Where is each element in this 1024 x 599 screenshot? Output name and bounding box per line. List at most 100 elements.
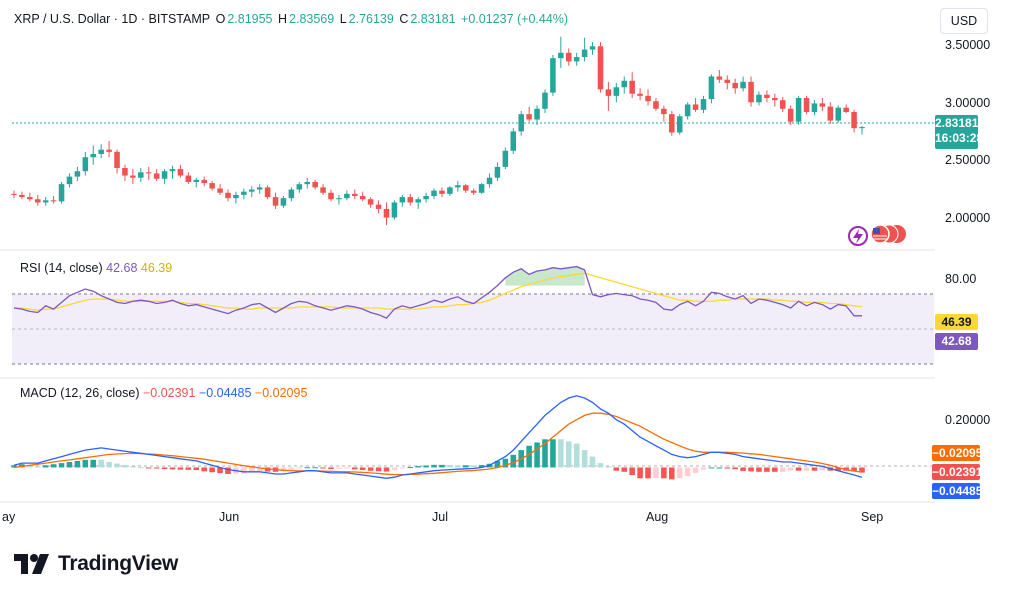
macd-histogram-bar	[383, 467, 390, 472]
macd-histogram-bar	[740, 467, 746, 471]
rsi-ma-line	[14, 272, 863, 311]
macd-histogram-bar	[296, 467, 303, 469]
candle-body	[11, 193, 17, 195]
candle-body	[431, 190, 437, 196]
candle-body	[161, 171, 168, 179]
macd-histogram-bar	[772, 467, 778, 472]
candle-body	[344, 193, 350, 199]
macd-axis-tick: 0.20000	[945, 413, 991, 427]
last-price-tag[interactable]: 2.83181 16:03:28	[935, 115, 984, 149]
macd-histogram-bar	[502, 458, 509, 468]
candle-body	[90, 154, 97, 158]
macd-histogram-bar	[764, 467, 770, 472]
macd-title[interactable]: MACD (12, 26, close)	[20, 386, 140, 400]
symbol-legend[interactable]: XRP / U.S. Dollar · 1D · BITSTAMP O 2.819…	[14, 12, 570, 26]
macd-histogram-bar	[66, 462, 73, 468]
rsi-title[interactable]: RSI (14, close)	[20, 261, 103, 275]
macd-histogram-bar	[90, 459, 97, 468]
candle-body	[779, 100, 786, 109]
candle-body	[256, 187, 263, 190]
macd-histogram-bar	[835, 467, 841, 471]
candle-body	[439, 190, 445, 194]
candle-body	[352, 193, 358, 196]
candle-body	[534, 108, 540, 120]
currency-button[interactable]: USD	[940, 8, 988, 34]
rsi-group[interactable]	[13, 265, 863, 319]
candle-body	[478, 184, 485, 193]
macd-histogram-bar	[336, 467, 342, 469]
macd-histogram-bar	[122, 465, 128, 468]
candle-body	[415, 199, 421, 203]
candle-body	[558, 52, 564, 59]
tradingview-logo[interactable]: TradingView	[14, 552, 178, 576]
macd-histogram-bar	[248, 467, 255, 473]
rsi-line	[13, 265, 862, 319]
macd-group[interactable]	[11, 395, 865, 480]
candle-body	[130, 175, 136, 178]
macd-histogram-bar	[661, 467, 667, 479]
candle-body	[225, 192, 231, 199]
macd-histogram-bar	[177, 467, 184, 470]
bar-countdown: 16:03:28	[935, 131, 984, 145]
macd-histogram-bar	[605, 466, 612, 468]
tradingview-logo-icon	[14, 554, 49, 574]
candle-body	[27, 197, 33, 200]
macd-histogram-bar	[391, 467, 398, 471]
candle-body	[653, 101, 659, 109]
macd-histogram-bar	[700, 467, 707, 470]
macd-histogram-bar	[138, 467, 144, 469]
candle-body	[637, 93, 643, 96]
candle-body	[613, 87, 620, 96]
macd-histogram-bar	[407, 467, 414, 469]
candles-group[interactable]	[11, 36, 865, 226]
time-axis-tick: Jul	[432, 510, 448, 524]
macd-histogram-bar	[510, 454, 517, 468]
rsi-axis-tick: 80.00	[945, 272, 977, 286]
macd-histogram-bar	[98, 459, 104, 468]
macd-histogram-bar	[42, 465, 49, 468]
price-axis-tick: 2.50000	[945, 153, 991, 167]
macd-histogram-bar	[684, 467, 691, 477]
candle-body	[328, 192, 334, 200]
candle-body	[629, 80, 635, 94]
rsi-value: 42.68	[106, 261, 138, 275]
candle-body	[494, 166, 501, 178]
candle-body	[550, 58, 556, 93]
candle-body	[399, 197, 406, 203]
candle-body	[35, 199, 41, 203]
macd-histogram-bar	[169, 467, 176, 470]
macd-histogram-bar	[185, 467, 192, 470]
low-value: 2.76139	[348, 12, 394, 26]
symbol-title[interactable]: XRP / U.S. Dollar · 1D · BITSTAMP	[14, 12, 211, 26]
macd-histogram-bar	[352, 467, 358, 470]
candle-body	[74, 171, 81, 177]
candle-body	[470, 190, 477, 193]
macd-hist-tag: −0.02391	[932, 464, 983, 480]
macd-histogram-bar	[217, 467, 223, 474]
macd-signal-tag: −0.02095	[932, 445, 983, 461]
candle-body	[811, 103, 818, 112]
open-label: O	[215, 12, 226, 26]
candle-body	[716, 76, 723, 80]
candle-body	[58, 184, 65, 202]
macd-hist-value: −0.02391	[142, 386, 196, 400]
candle-body	[391, 202, 398, 218]
macd-histogram-bar	[462, 465, 469, 468]
event-icons[interactable]	[848, 224, 906, 246]
candle-body	[542, 92, 548, 109]
candle-body	[375, 204, 382, 209]
macd-histogram-bar	[106, 462, 112, 468]
macd-histogram-bar	[597, 463, 604, 468]
macd-line-tag: −0.04485	[932, 483, 983, 499]
macd-histogram-bar	[431, 464, 437, 468]
macd-histogram-bar	[256, 467, 263, 472]
candle-body	[708, 76, 715, 100]
macd-legend[interactable]: MACD (12, 26, close) −0.02391 −0.04485 −…	[20, 386, 307, 400]
macd-histogram-bar	[161, 467, 168, 469]
rsi-overbought-fill	[505, 266, 585, 286]
macd-histogram-bar	[241, 467, 247, 474]
rsi-legend[interactable]: RSI (14, close) 42.68 46.39	[20, 261, 172, 275]
macd-histogram-bar	[320, 467, 326, 469]
